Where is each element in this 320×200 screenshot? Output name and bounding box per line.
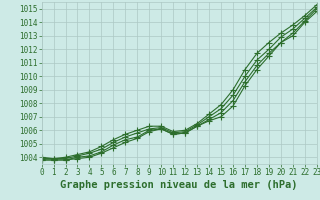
X-axis label: Graphe pression niveau de la mer (hPa): Graphe pression niveau de la mer (hPa) bbox=[60, 180, 298, 190]
